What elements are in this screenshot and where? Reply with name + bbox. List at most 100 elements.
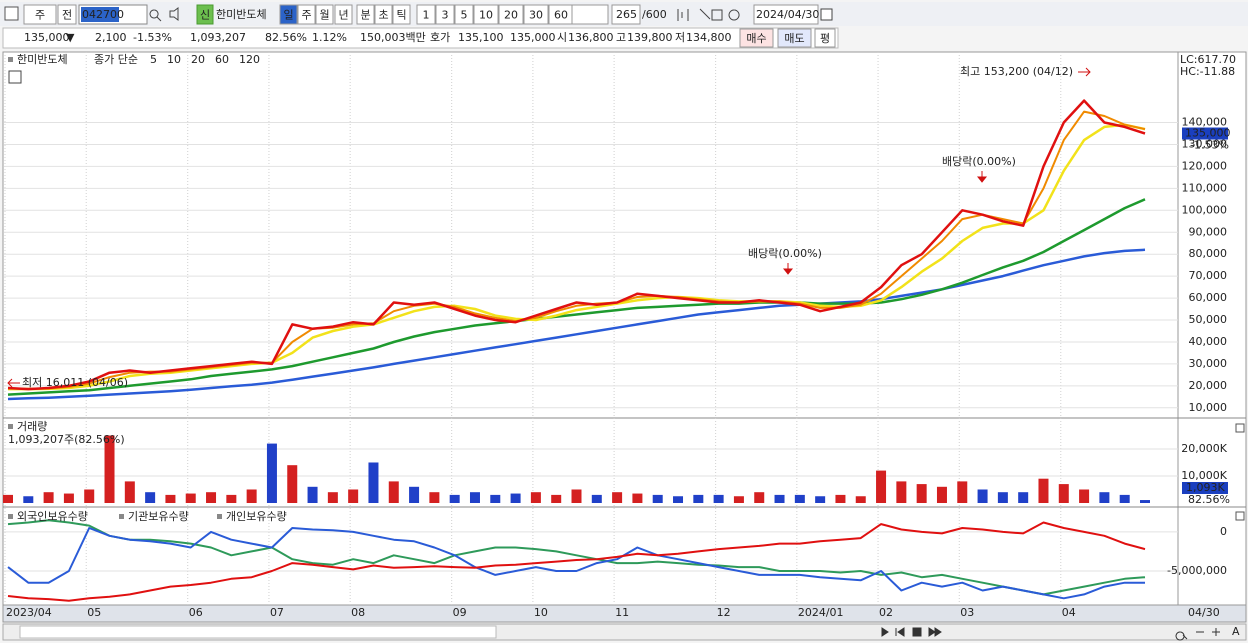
info-value: 저 [675,31,685,44]
calendar-icon[interactable] [820,8,833,21]
y-tick-label: 90,000 [1189,225,1228,238]
legend-dot [8,57,13,62]
stock-code[interactable]: 042700 [82,8,124,21]
volume-bar [957,481,968,503]
interval-button-box[interactable] [435,4,455,25]
volume-bar [84,489,95,503]
playback-icons[interactable] [881,627,942,637]
interval-button[interactable]: 30 [529,9,543,22]
y-tick-label: 10,000K [1181,469,1227,482]
min-arrow [7,378,20,388]
interval-button[interactable]: 60 [554,9,568,22]
x-tick-label: 2023/04 [6,606,52,619]
buy-button-box[interactable] [739,28,774,48]
buy-button[interactable]: 매수 [746,32,766,45]
period-button[interactable]: 년 [338,9,348,22]
series-line [7,527,1145,600]
volume-bar [510,493,521,503]
scope-select-box[interactable] [57,4,77,25]
dividend-arrow [976,171,988,183]
period-button[interactable]: 초 [378,9,388,22]
scope-select[interactable]: 전 [62,9,72,22]
pane-close[interactable] [1235,423,1245,433]
font-icon[interactable]: A [1232,625,1240,638]
menu-icon[interactable] [4,6,19,21]
last-date: 04/30 [1188,606,1220,619]
interval-button[interactable]: 20 [504,9,518,22]
period-button[interactable]: 틱 [396,9,406,22]
period-button-box[interactable] [374,4,393,25]
search-icon[interactable] [149,7,179,22]
chart-tools[interactable] [677,8,740,21]
y-tick-label: 20,000 [1189,379,1228,392]
period-button-box[interactable] [334,4,353,25]
info-value: 135,100 [458,31,504,44]
info-value: 150,003백만 [360,31,426,44]
new-badge-box[interactable] [196,4,214,25]
info-value: 135,000 [510,31,556,44]
volume-bar [266,443,277,503]
period-button-box[interactable] [297,4,316,25]
sell-button[interactable]: 매도 [784,32,804,45]
date-input[interactable] [753,4,819,25]
period-button-box[interactable] [315,4,334,25]
legend-dot [8,514,13,519]
interval-dropdown[interactable] [571,4,609,25]
y-tick-label: 50,000 [1189,313,1228,326]
lc-label: LC:617.70 [1180,53,1236,66]
volume-bar [673,496,684,503]
pane-close[interactable] [1235,511,1245,521]
info-value: -1.53% [133,31,172,44]
volume-bar [1119,494,1130,503]
y-tick-label: 130,000 [1182,137,1228,150]
count-input[interactable] [611,4,641,25]
x-tick-label: 05 [87,606,101,619]
y-tick-label: 110,000 [1182,181,1228,194]
x-axis-bar [2,604,1247,623]
volume-bar [469,492,480,503]
period-button-box[interactable] [356,4,375,25]
interval-button[interactable]: 1 [423,9,430,22]
scroll-thumb[interactable] [19,625,497,639]
info-value: 시 [557,31,567,44]
interval-button[interactable]: 10 [479,9,493,22]
volume-bar [1038,478,1049,503]
period-select[interactable]: 주 [35,9,45,22]
period-button[interactable]: 주 [301,9,311,22]
volume-bar [1058,484,1069,503]
series-line [7,521,1146,602]
period-button-box[interactable] [392,4,411,25]
dividend-arrow [782,263,794,275]
x-tick-label: 02 [879,606,893,619]
sell-button-box[interactable] [777,28,812,48]
avg-button-box[interactable] [814,28,836,48]
volume-bar [1140,500,1150,503]
volume-bar [794,494,805,503]
zoom-icons[interactable] [1175,628,1220,641]
grid-toggle[interactable] [8,70,22,84]
x-tick-label: 08 [351,606,365,619]
dividend-note: 배당락(0.00%) [748,247,822,260]
axis-area [1177,51,1247,606]
period-select-box[interactable] [23,4,57,25]
interval-button[interactable]: 3 [442,9,449,22]
period-button[interactable]: 분 [360,9,370,22]
new-badge[interactable]: 신 [200,9,210,22]
period-button-box[interactable] [279,4,298,25]
interval-button-box[interactable] [523,4,549,25]
interval-button-box[interactable] [454,4,474,25]
info-bar [2,27,839,49]
series-line [7,519,1146,596]
avg-button[interactable]: 평 [820,32,830,45]
period-button[interactable]: 일 [283,8,293,22]
interval-button[interactable]: 5 [461,9,468,22]
x-tick-label: 04 [1062,606,1076,619]
interval-button-box[interactable] [473,4,499,25]
period-button[interactable]: 월 [319,9,329,22]
legend-dot [119,514,124,519]
volume-bar [388,481,399,503]
interval-button-box[interactable] [416,4,436,25]
x-tick-label: 11 [615,606,629,619]
interval-button-box[interactable] [498,4,524,25]
y-tick-label: -5,000,000 [1167,564,1227,577]
